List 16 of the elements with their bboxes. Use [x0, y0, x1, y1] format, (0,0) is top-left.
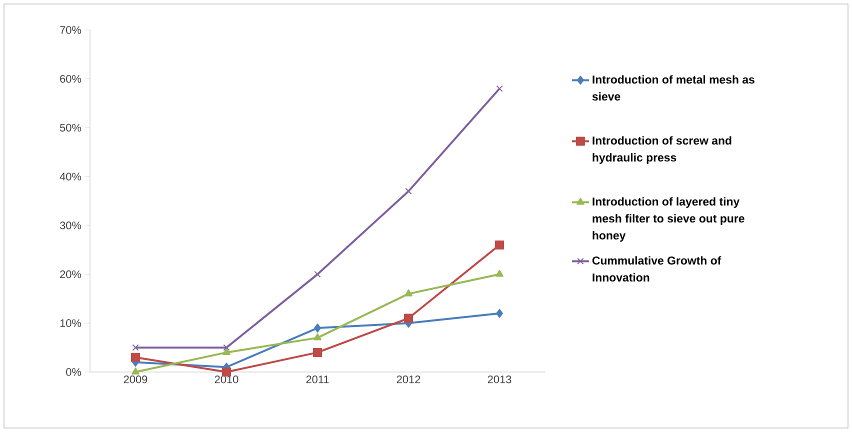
- legend-label: Introduction of layered tiny mesh filter to sieve out pure honey: [592, 197, 744, 242]
- legend-label: Introduction of metal mesh as sieve: [592, 75, 754, 101]
- x-tick-label: 2012: [396, 376, 420, 384]
- y-tick-label: 30%: [60, 222, 82, 230]
- y-tick-label: 20%: [60, 270, 82, 278]
- y-tick-label: 0%: [66, 368, 82, 376]
- y-tick-label: 70%: [60, 26, 82, 34]
- legend-label: Introduction of screw and hydraulic press: [592, 136, 732, 164]
- y-tick-label: 40%: [60, 172, 82, 180]
- x-tick-label: 2013: [488, 376, 512, 384]
- y-tick-label: 60%: [60, 74, 82, 83]
- legend-label: Cummulative Growth of Innovation: [592, 256, 722, 282]
- x-tick-label: 2011: [306, 376, 329, 384]
- y-tick-label: 10%: [60, 319, 82, 328]
- y-tick-label: 50%: [60, 124, 82, 132]
- x-tick-label: 2009: [124, 376, 148, 384]
